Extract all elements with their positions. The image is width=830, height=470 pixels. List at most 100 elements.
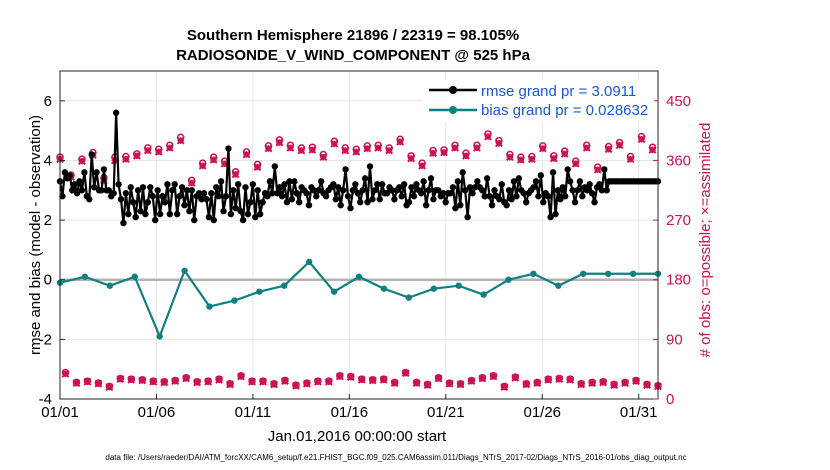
rmse-point xyxy=(171,181,178,188)
rmse-point xyxy=(564,166,571,173)
rmse-point xyxy=(71,181,78,188)
y2-tick-label: 270 xyxy=(666,212,691,229)
rmse-point xyxy=(461,187,469,194)
rmse-point xyxy=(532,178,540,185)
assimilated-obs-marker xyxy=(286,143,295,152)
assimilated-obs-marker xyxy=(330,139,339,148)
assimilated-obs-marker xyxy=(275,138,284,147)
bias-point xyxy=(305,258,313,266)
rmse-point xyxy=(317,178,325,185)
rmse-point xyxy=(213,184,220,191)
assimilated-obs-marker xyxy=(308,145,317,154)
bias-point xyxy=(106,282,114,289)
y2-tick-label: 0 xyxy=(666,391,674,408)
assimilated-obs-marker xyxy=(237,372,245,381)
rmse-point xyxy=(410,193,418,200)
rmse-point xyxy=(310,187,318,194)
rmse-point xyxy=(254,187,261,194)
rmse-point xyxy=(447,190,454,197)
y-tick-label: 6 xyxy=(44,93,52,110)
rmse-point xyxy=(378,181,386,188)
rmse-point xyxy=(215,193,222,200)
rmse-point xyxy=(598,187,606,194)
assimilated-obs-marker xyxy=(248,377,256,386)
rmse-point xyxy=(503,201,510,209)
assimilated-obs-marker xyxy=(615,141,624,150)
rmse-point xyxy=(122,190,130,197)
rmse-point xyxy=(569,187,576,194)
assimilated-obs-marker xyxy=(83,377,92,386)
assimilated-obs-marker xyxy=(582,143,591,152)
rmse-point xyxy=(357,199,364,206)
assimilated-obs-marker xyxy=(462,151,470,160)
legend-bias-label: bias grand pr = 0.028632 xyxy=(481,102,648,119)
assimilated-obs-marker xyxy=(489,372,498,381)
bias-point xyxy=(355,273,363,280)
assimilated-obs-marker xyxy=(154,147,163,156)
assimilated-obs-marker xyxy=(335,372,344,381)
assimilated-obs-marker xyxy=(484,132,492,141)
rmse-point xyxy=(371,187,379,194)
rmse-point xyxy=(137,207,144,215)
bias-point xyxy=(281,282,288,289)
obs-count-series xyxy=(56,130,662,391)
rmse-point xyxy=(247,199,254,206)
y-axis-left: -4 -2 0 2 4 6 xyxy=(39,93,65,408)
bias-point xyxy=(505,276,512,283)
x-axis-label: Jan.01,2016 00:00:00 start xyxy=(268,428,447,445)
rmse-point xyxy=(388,187,396,194)
rmse-point xyxy=(459,169,466,176)
rmse-point xyxy=(332,196,340,203)
rmse-point xyxy=(510,178,518,185)
rmse-point xyxy=(369,196,376,203)
rmse-point xyxy=(554,187,562,194)
rmse-point xyxy=(93,169,100,176)
rmse-point xyxy=(59,193,66,200)
assimilated-obs-marker xyxy=(500,383,509,391)
legend-rmse-label: rmse grand pr = 3.0911 xyxy=(481,83,636,100)
assimilated-obs-marker xyxy=(121,155,130,164)
rmse-point xyxy=(225,145,232,152)
rmse-point xyxy=(173,210,181,218)
rmse-point xyxy=(557,196,564,203)
rmse-series xyxy=(56,109,662,227)
rmse-point xyxy=(405,199,413,206)
bias-point xyxy=(131,273,138,280)
assimilated-obs-marker xyxy=(242,150,251,159)
rmse-point xyxy=(105,187,113,194)
assimilated-obs-marker xyxy=(319,153,328,162)
rmse-point xyxy=(486,193,493,200)
rmse-point xyxy=(449,184,457,191)
assimilated-obs-marker xyxy=(511,373,520,382)
rmse-point xyxy=(366,163,374,170)
rmse-point xyxy=(242,184,249,191)
bias-point xyxy=(231,297,238,304)
rmse-point xyxy=(90,184,98,191)
rmse-point xyxy=(474,178,481,185)
rmse-point xyxy=(208,190,215,197)
rmse-point xyxy=(183,187,191,194)
assimilated-obs-marker xyxy=(292,381,300,390)
assimilated-obs-marker xyxy=(253,163,262,171)
rmse-point xyxy=(535,193,542,200)
rmse-point xyxy=(540,199,547,206)
assimilated-obs-marker xyxy=(297,146,306,155)
assimilated-obs-marker xyxy=(363,144,372,153)
rmse-point xyxy=(488,201,496,209)
rmse-point xyxy=(591,199,598,206)
rmse-point xyxy=(120,219,127,227)
rmse-point xyxy=(430,196,437,203)
rmse-point xyxy=(496,196,503,203)
rmse-point xyxy=(359,187,366,194)
assimilated-obs-marker xyxy=(494,139,503,148)
assimilated-obs-marker xyxy=(648,145,657,154)
assimilated-obs-marker xyxy=(390,379,399,388)
rmse-point xyxy=(278,193,286,200)
plot-frame xyxy=(59,70,659,400)
bias-series xyxy=(56,258,662,340)
assimilated-obs-marker xyxy=(593,165,602,174)
y2-tick-label: 450 xyxy=(666,93,691,110)
assimilated-obs-marker xyxy=(105,383,114,391)
rmse-point xyxy=(566,178,574,185)
